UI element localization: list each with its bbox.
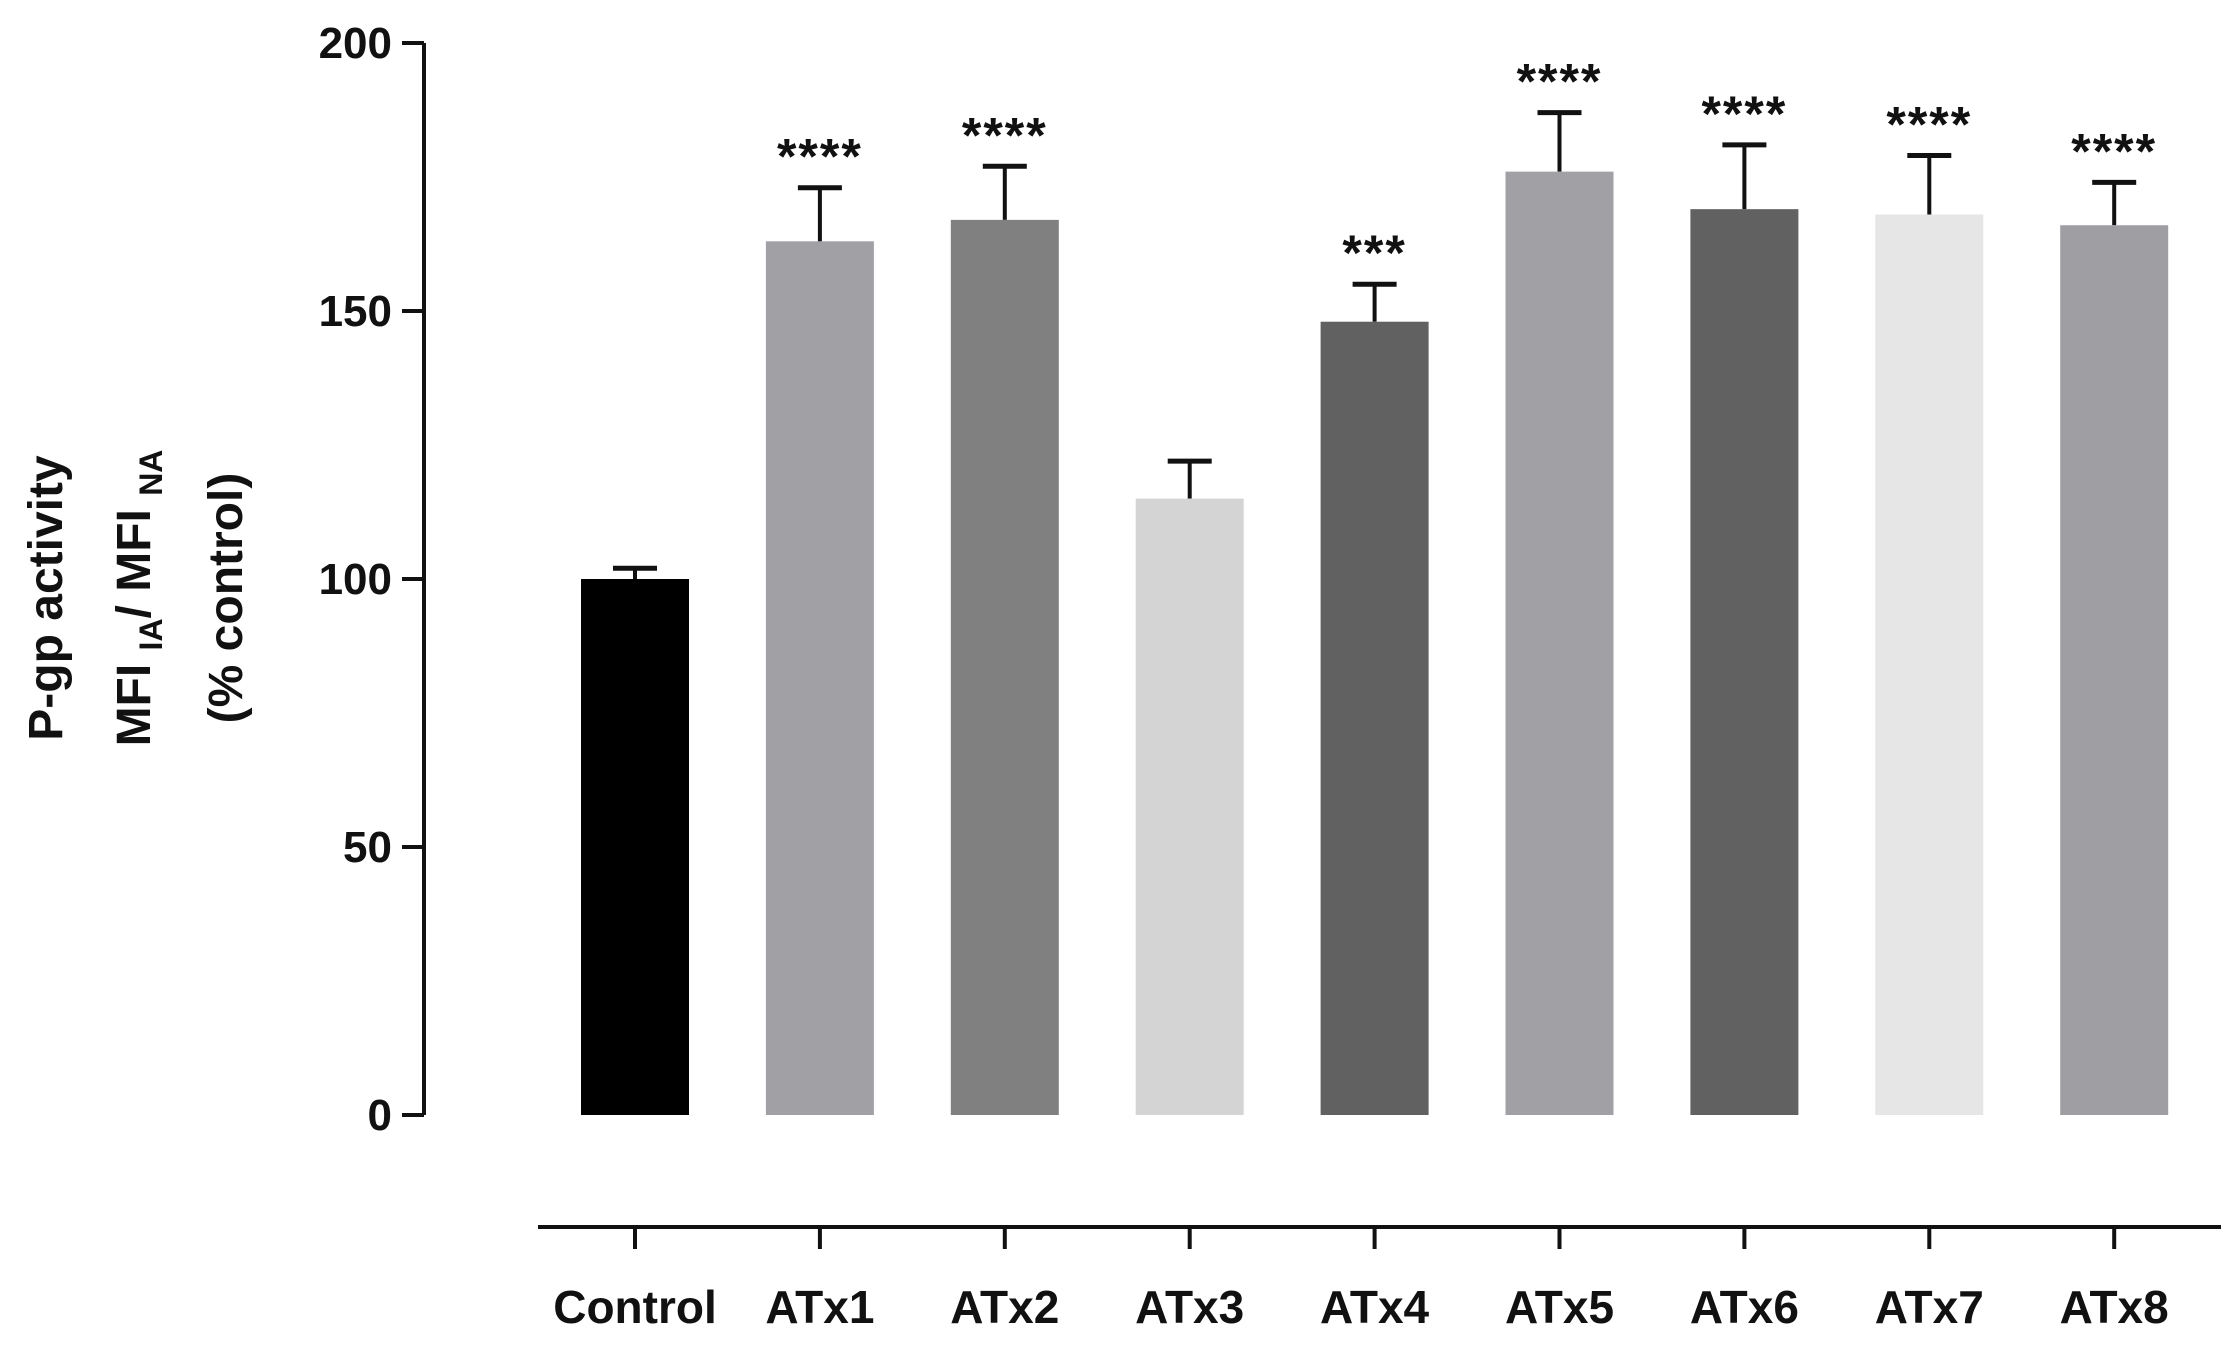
significance-label: **** bbox=[1701, 86, 1787, 142]
subscript: IA bbox=[133, 618, 169, 650]
x-axis: Control ATx1 ATx2 ATx3 ATx4 ATx5 ATx6 ATx7 ATx8 bbox=[538, 1225, 2221, 1333]
x-tick-label: ATx2 bbox=[950, 1281, 1059, 1333]
x-tick-label: Control bbox=[553, 1281, 717, 1333]
y-axis: 0 50 100 150 200 bbox=[319, 19, 426, 1140]
y-tick-label: 200 bbox=[319, 19, 392, 68]
significance-label: **** bbox=[2071, 123, 2157, 179]
bar bbox=[1135, 498, 1244, 1116]
bar bbox=[1875, 214, 1984, 1115]
bar bbox=[1505, 171, 1614, 1115]
label-text: (% control) bbox=[200, 473, 253, 724]
x-tick-label: ATx6 bbox=[1690, 1281, 1799, 1333]
y-tick-label: 150 bbox=[319, 287, 392, 336]
label-text: MFI bbox=[108, 650, 161, 746]
label-text: P-gp activity bbox=[20, 455, 73, 741]
subscript: NA bbox=[133, 450, 169, 496]
bar bbox=[950, 219, 1059, 1115]
bar bbox=[765, 241, 874, 1115]
x-tick-label: ATx7 bbox=[1875, 1281, 1984, 1333]
bar bbox=[581, 579, 689, 1115]
y-tick-label: 100 bbox=[319, 555, 392, 604]
bar bbox=[1320, 321, 1429, 1116]
y-tick-label: 0 bbox=[368, 1091, 392, 1140]
significance-label: **** bbox=[1517, 54, 1603, 110]
x-tick-label: ATx3 bbox=[1135, 1281, 1244, 1333]
y-axis-label: P-gp activity MFI IA/ MFI NA (% control) bbox=[20, 450, 253, 747]
y-tick-label: 50 bbox=[343, 823, 392, 872]
x-tick-label: ATx4 bbox=[1320, 1281, 1429, 1333]
significance-label: *** bbox=[1342, 225, 1406, 281]
bars: **** *************** **** **** bbox=[581, 54, 2169, 1116]
x-tick-label: ATx8 bbox=[2060, 1281, 2169, 1333]
significance-label: **** bbox=[777, 129, 863, 185]
x-tick-label: ATx5 bbox=[1505, 1281, 1614, 1333]
significance-label: **** bbox=[962, 107, 1048, 163]
label-text: / MFI bbox=[108, 496, 161, 619]
y-axis-label-line: MFI IA/ MFI NA bbox=[108, 450, 169, 747]
significance-label: **** bbox=[1886, 97, 1972, 153]
y-axis-label-line: (% control) bbox=[200, 473, 253, 724]
y-axis-label-line: P-gp activity bbox=[20, 455, 73, 741]
bar bbox=[2060, 225, 2169, 1116]
bar bbox=[1690, 209, 1799, 1115]
x-tick-label: ATx1 bbox=[765, 1281, 874, 1333]
